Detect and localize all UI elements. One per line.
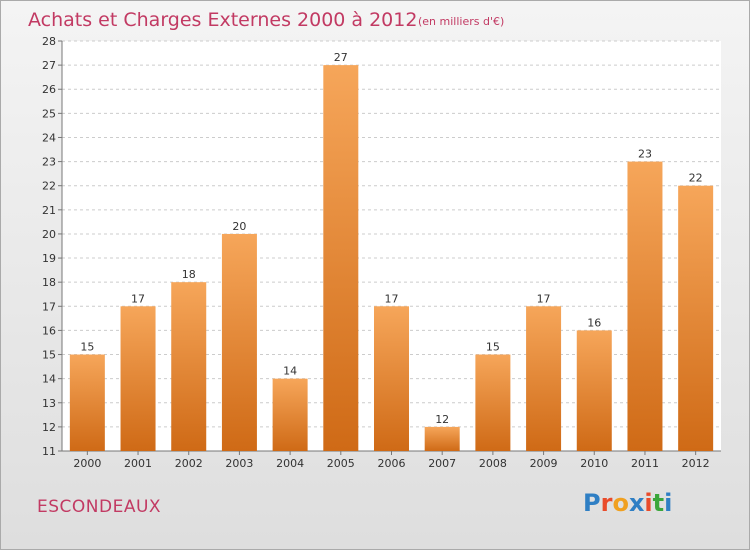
data-label: 27: [334, 51, 348, 64]
bar: [526, 306, 562, 451]
logo-letter: i: [664, 489, 673, 517]
bar: [171, 282, 207, 451]
y-tick-label: 13: [42, 397, 56, 410]
data-label: 12: [435, 413, 449, 426]
y-tick-label: 15: [42, 349, 56, 362]
bar: [576, 330, 612, 451]
y-tick-label: 17: [42, 300, 56, 313]
x-tick-label: 2011: [631, 457, 659, 470]
x-tick-label: 2001: [124, 457, 152, 470]
y-tick-label: 28: [42, 35, 56, 48]
logo-letter: r: [600, 489, 613, 517]
proxiti-logo: Proxiti: [583, 489, 672, 517]
y-tick-label: 12: [42, 421, 56, 434]
x-tick-label: 2006: [378, 457, 406, 470]
logo-letter: t: [652, 489, 665, 517]
y-tick-label: 21: [42, 204, 56, 217]
y-tick-label: 20: [42, 228, 56, 241]
y-tick-label: 19: [42, 252, 56, 265]
x-tick-label: 2007: [428, 457, 456, 470]
y-tick-label: 16: [42, 324, 56, 337]
bar: [323, 65, 359, 451]
logo-letter: i: [644, 489, 653, 517]
bar: [221, 233, 257, 451]
x-tick-label: 2010: [580, 457, 608, 470]
bar: [69, 354, 105, 451]
data-label: 16: [587, 316, 601, 329]
x-tick-label: 2008: [479, 457, 507, 470]
x-tick-label: 2005: [327, 457, 355, 470]
logo-letter: x: [628, 489, 645, 517]
x-tick-label: 2003: [225, 457, 253, 470]
data-label: 18: [182, 268, 196, 281]
bar: [678, 185, 714, 452]
bar: [627, 161, 663, 451]
logo-letter: o: [612, 489, 629, 517]
x-tick-label: 2009: [530, 457, 558, 470]
logo-letter: P: [583, 489, 601, 517]
commune-name: ESCONDEAUX: [37, 497, 162, 517]
data-label: 15: [486, 341, 500, 354]
y-tick-label: 23: [42, 156, 56, 169]
chart-title: Achats et Charges Externes 2000 à 2012: [28, 9, 418, 31]
y-tick-label: 25: [42, 107, 56, 120]
data-label: 22: [689, 172, 703, 185]
y-tick-label: 24: [42, 131, 56, 144]
bar: [272, 378, 308, 451]
data-label: 23: [638, 148, 652, 161]
y-tick-label: 26: [42, 83, 56, 96]
x-tick-label: 2012: [682, 457, 710, 470]
y-tick-label: 11: [42, 445, 56, 458]
data-label: 15: [80, 341, 94, 354]
x-tick-label: 2004: [276, 457, 304, 470]
data-label: 20: [232, 220, 246, 233]
y-tick-label: 27: [42, 59, 56, 72]
data-label: 17: [131, 292, 145, 305]
bar: [475, 354, 511, 451]
data-label: 17: [385, 292, 399, 305]
x-tick-label: 2002: [175, 457, 203, 470]
data-label: 14: [283, 365, 297, 378]
y-tick-label: 18: [42, 276, 56, 289]
bar: [374, 306, 409, 451]
bar: [120, 306, 156, 451]
y-tick-label: 14: [42, 373, 56, 386]
x-tick-label: 2000: [73, 457, 101, 470]
bar: [424, 426, 460, 451]
data-label: 17: [537, 292, 551, 305]
y-tick-label: 22: [42, 180, 56, 193]
chart-subtitle: (en milliers d'€): [418, 15, 505, 28]
